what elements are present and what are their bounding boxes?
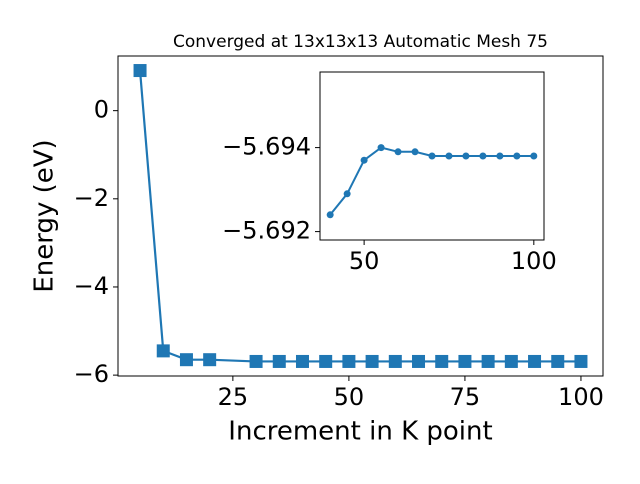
marker [295,354,309,368]
y-tick-label: −2 [74,184,109,212]
marker [445,152,453,160]
x-tick-label: 75 [450,383,481,411]
marker [551,354,565,368]
x-tick-label: 25 [218,383,249,411]
chart-title: Converged at 13x13x13 Automatic Mesh 75 [173,32,548,52]
x-tick-label: 50 [334,383,365,411]
marker [412,354,426,368]
marker [479,152,487,160]
marker [462,152,470,160]
x-tick-label: 100 [511,247,557,275]
marker [343,190,351,198]
x-tick-label: 100 [558,383,604,411]
marker [377,144,385,152]
y-tick-label: −6 [74,360,109,388]
marker [458,354,472,368]
marker [435,354,449,368]
marker [272,354,286,368]
marker [496,152,504,160]
marker [319,354,333,368]
marker [133,64,147,78]
marker [528,354,542,368]
marker [179,353,193,367]
marker [394,148,402,156]
x-axis-label: Increment in K point [228,417,492,447]
marker [365,354,379,368]
y-tick-label: −4 [74,272,109,300]
marker [156,344,170,358]
y-axis-label: Energy (eV) [30,139,60,292]
marker [203,353,217,367]
marker [428,152,436,160]
y-tick-label: 0 [94,96,109,124]
marker [411,148,419,156]
marker [326,211,334,219]
marker [513,152,521,160]
marker [574,354,588,368]
marker [388,354,402,368]
y-tick-label: −5.692 [222,217,311,245]
x-tick-label: 50 [349,247,380,275]
marker [481,354,495,368]
marker [360,156,368,164]
y-tick-label: −5.694 [222,133,311,161]
marker [504,354,518,368]
marker [342,354,356,368]
marker [249,354,263,368]
marker [530,152,538,160]
